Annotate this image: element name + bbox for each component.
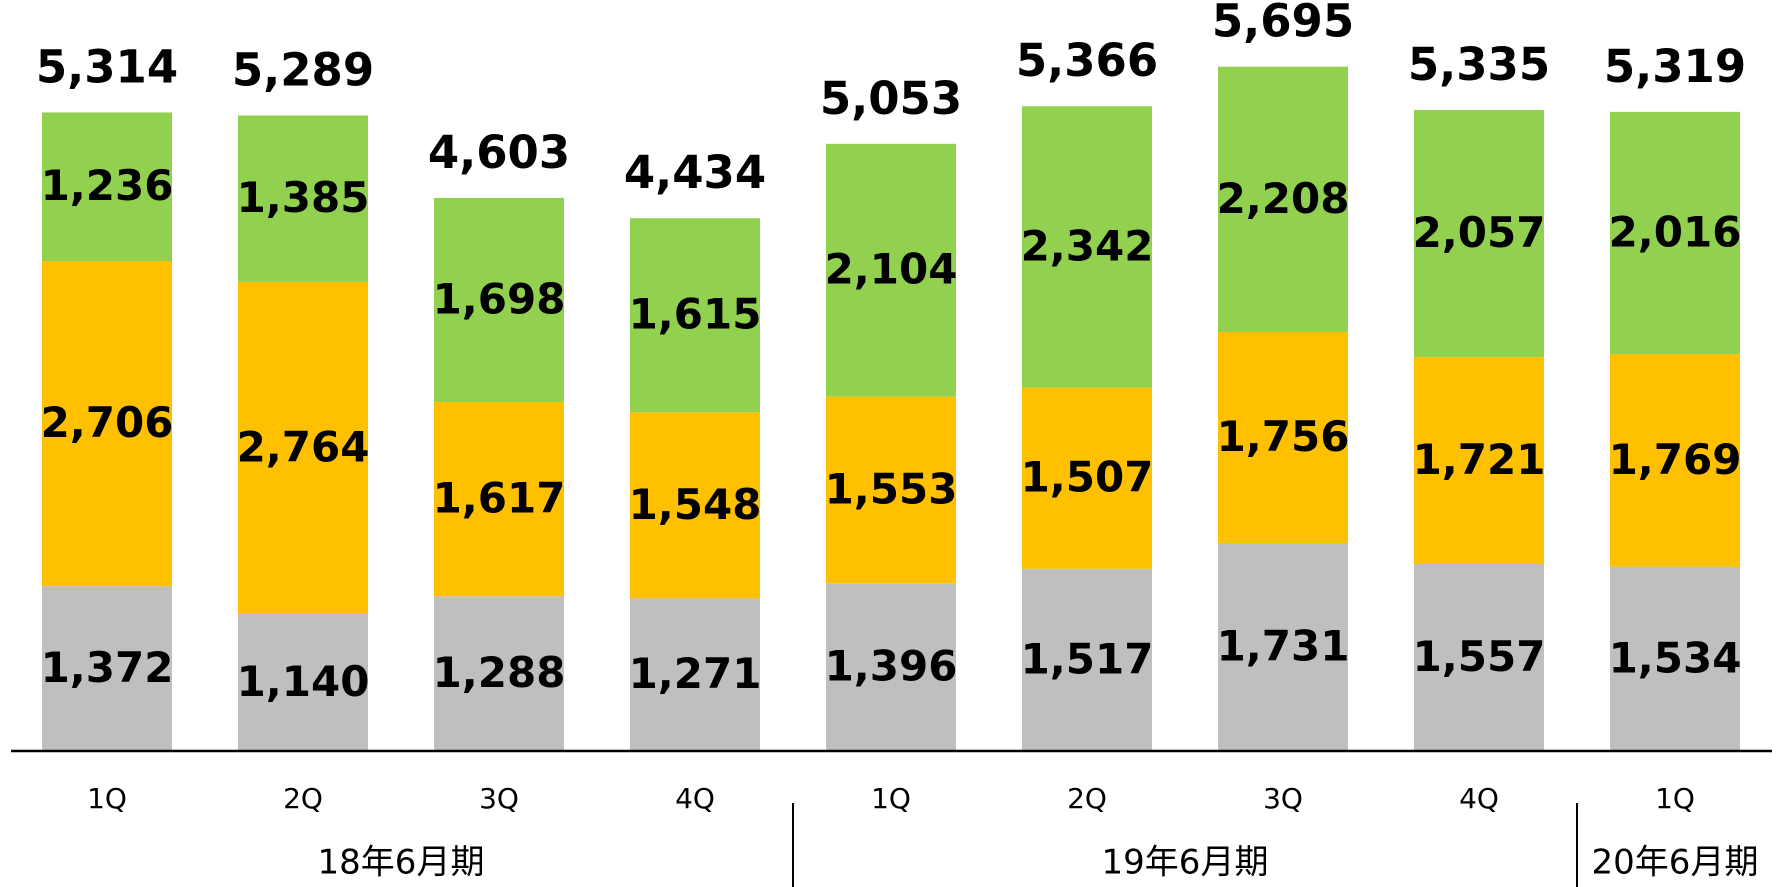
bar-segment: [42, 112, 172, 261]
bar-segment: [1414, 109, 1544, 358]
bar-segment: [42, 260, 172, 587]
bar-segment: [826, 143, 956, 397]
segment-label: 1,372: [41, 643, 174, 692]
total-label: 5,695: [1212, 0, 1354, 48]
total-label: 5,319: [1604, 40, 1746, 93]
bar-segment: [1022, 106, 1152, 388]
bar-segment: [1022, 568, 1152, 751]
x-tick-label: 1Q: [1655, 782, 1695, 815]
segment-label: 1,769: [1609, 435, 1742, 484]
bar-segment: [1218, 332, 1348, 544]
segment-label: 2,057: [1413, 208, 1546, 257]
segment-label: 1,548: [629, 480, 762, 529]
total-label: 4,603: [428, 126, 570, 179]
total-label: 4,434: [624, 146, 766, 199]
bar-segment: [630, 598, 760, 751]
bar-segment: [434, 197, 564, 402]
segment-label: 1,385: [237, 173, 370, 222]
bar-segment: [826, 396, 956, 584]
segment-label: 1,617: [433, 474, 566, 523]
bar-segment: [238, 614, 368, 751]
segment-label: 1,534: [1609, 633, 1742, 682]
x-tick-label: 2Q: [283, 782, 323, 815]
segment-label: 1,288: [433, 648, 566, 697]
segment-label: 1,721: [1413, 435, 1546, 484]
x-tick-label: 4Q: [675, 782, 715, 815]
bar-segment: [1610, 566, 1740, 751]
segment-label: 1,517: [1021, 634, 1154, 683]
bar-segment: [1610, 354, 1740, 567]
total-label: 5,314: [36, 40, 178, 93]
segment-label: 2,016: [1609, 207, 1742, 256]
total-label: 5,053: [820, 72, 962, 125]
segment-label: 1,236: [41, 161, 174, 210]
group-label: 18年6月期: [318, 843, 485, 883]
bar-segment: [1218, 543, 1348, 751]
bar-segment: [1610, 111, 1740, 355]
group-label: 20年6月期: [1592, 843, 1759, 883]
segment-label: 1,553: [825, 464, 958, 513]
segment-label: 1,507: [1021, 453, 1154, 502]
segment-label: 2,342: [1021, 221, 1154, 270]
bar-segment: [238, 115, 368, 282]
segment-label: 1,698: [433, 274, 566, 323]
bar-segment: [434, 596, 564, 751]
bar-segment: [238, 281, 368, 615]
segment-label: 2,706: [41, 398, 174, 447]
bar-segment: [1414, 563, 1544, 751]
x-tick-label: 4Q: [1459, 782, 1499, 815]
segment-label: 1,731: [1217, 622, 1350, 671]
x-tick-label: 1Q: [871, 782, 911, 815]
segment-label: 1,396: [825, 642, 958, 691]
group-label: 19年6月期: [1102, 843, 1269, 883]
total-label: 5,366: [1016, 34, 1158, 87]
total-label: 5,335: [1408, 38, 1550, 91]
bar-segment: [826, 583, 956, 751]
bar-segment: [1022, 387, 1152, 569]
bar-segment: [42, 586, 172, 751]
bar-segment: [1414, 357, 1544, 564]
x-tick-label: 3Q: [1263, 782, 1303, 815]
segment-label: 1,271: [629, 649, 762, 698]
total-label: 5,289: [232, 43, 374, 96]
segment-label: 1,615: [629, 290, 762, 339]
x-tick-label: 3Q: [479, 782, 519, 815]
bar-segment: [434, 401, 564, 597]
segment-label: 2,104: [825, 245, 958, 294]
bar-segment: [1218, 66, 1348, 333]
bar-segment: [630, 218, 760, 413]
x-tick-label: 1Q: [87, 782, 127, 815]
x-tick-label: 2Q: [1067, 782, 1107, 815]
segment-label: 1,756: [1217, 412, 1350, 461]
segment-label: 2,764: [237, 422, 370, 471]
segment-label: 1,557: [1413, 632, 1546, 681]
segment-label: 2,208: [1217, 174, 1350, 223]
bar-segment: [630, 412, 760, 599]
segment-label: 1,140: [237, 657, 370, 706]
